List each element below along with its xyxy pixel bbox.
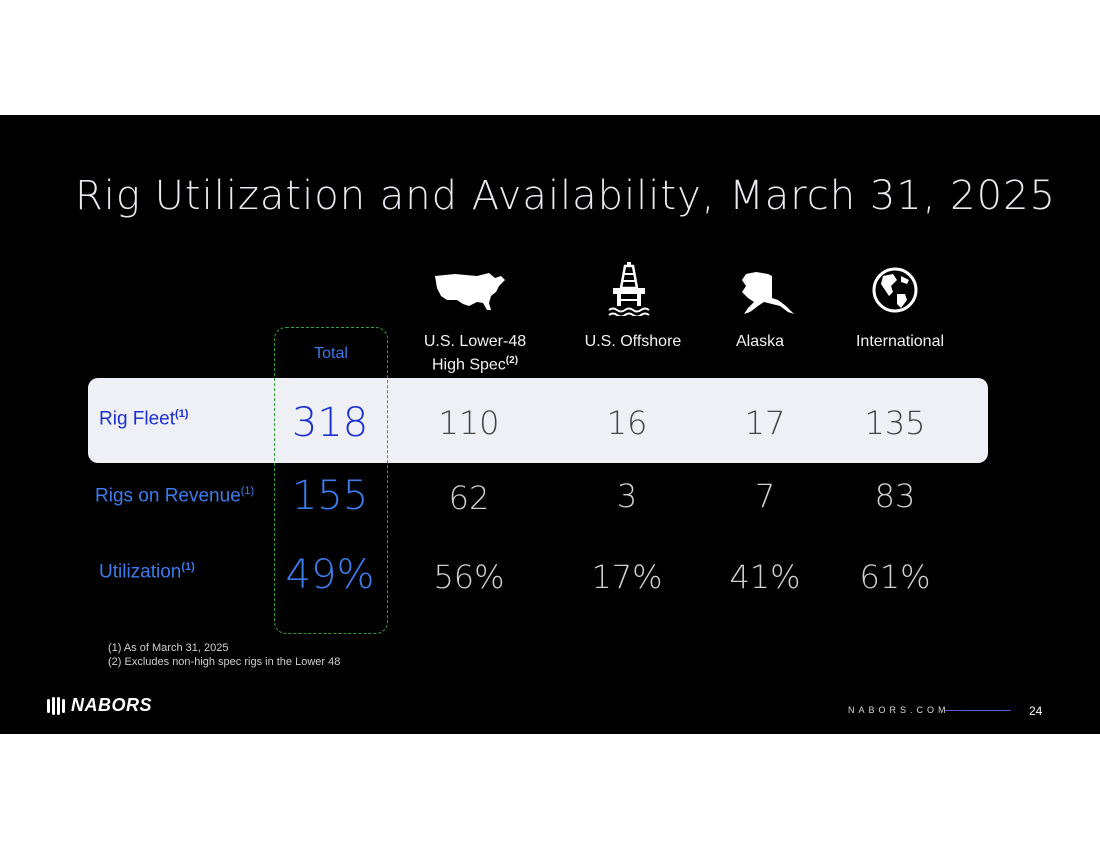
usa-map-icon [435,273,505,310]
utilization-international: 61% [859,558,931,596]
footnote-2: (2) Excludes non-high spec rigs in the L… [108,656,341,668]
column-header-total: Total [314,345,348,362]
rig-fleet-offshore: 16 [606,404,648,442]
row-label-utilization: Utilization(1) [99,561,195,583]
footnotes: (1) As of March 31, 2025 (2) Excludes no… [108,641,340,669]
footnote-1: (1) As of March 31, 2025 [108,642,229,654]
footer-divider [945,710,1011,711]
column-header-lower48-line2: High Spec(2) [431,355,519,374]
row-label-rigs-on-revenue: Rigs on Revenue(1) [95,485,255,507]
offshore-rig-icon [608,262,650,316]
rigs-on-revenue-international: 83 [874,477,916,515]
rig-fleet-lower48: 110 [438,404,500,442]
utilization-offshore: 17% [591,558,663,596]
row-label-rig-fleet: Rig Fleet(1) [99,408,189,430]
rig-fleet-row-highlight [88,378,988,463]
nabors-logo-icon [47,696,65,715]
globe-icon [872,267,918,313]
utilization-total: 49% [285,552,375,598]
total-column-highlight [274,327,388,634]
slide: Rig Utilization and Availability, March … [0,115,1100,734]
page-number: 24 [1029,704,1043,718]
nabors-logo: NABORS [46,695,152,716]
rigs-on-revenue-lower48: 62 [448,479,490,517]
slide-title: Rig Utilization and Availability, March … [75,173,1056,219]
column-header-alaska: Alaska [735,333,785,350]
utilization-lower48: 56% [433,558,505,596]
column-header-lower48-line1: U.S. Lower-48 [423,333,527,350]
column-header-lower48: U.S. Lower-48 High Spec(2) [400,332,550,374]
rig-fleet-international: 135 [864,404,926,442]
rig-fleet-total: 318 [291,400,369,446]
website-label: NABORS.COM [848,705,950,715]
rigs-on-revenue-alaska: 7 [754,477,776,515]
nabors-logo-text: NABORS [71,695,153,715]
alaska-map-icon [742,272,794,314]
rigs-on-revenue-total: 155 [291,473,369,519]
rig-fleet-alaska: 17 [744,404,786,442]
column-header-offshore: U.S. Offshore [584,333,682,350]
column-header-international: International [855,333,945,350]
rigs-on-revenue-offshore: 3 [616,477,638,515]
utilization-alaska: 41% [729,558,801,596]
